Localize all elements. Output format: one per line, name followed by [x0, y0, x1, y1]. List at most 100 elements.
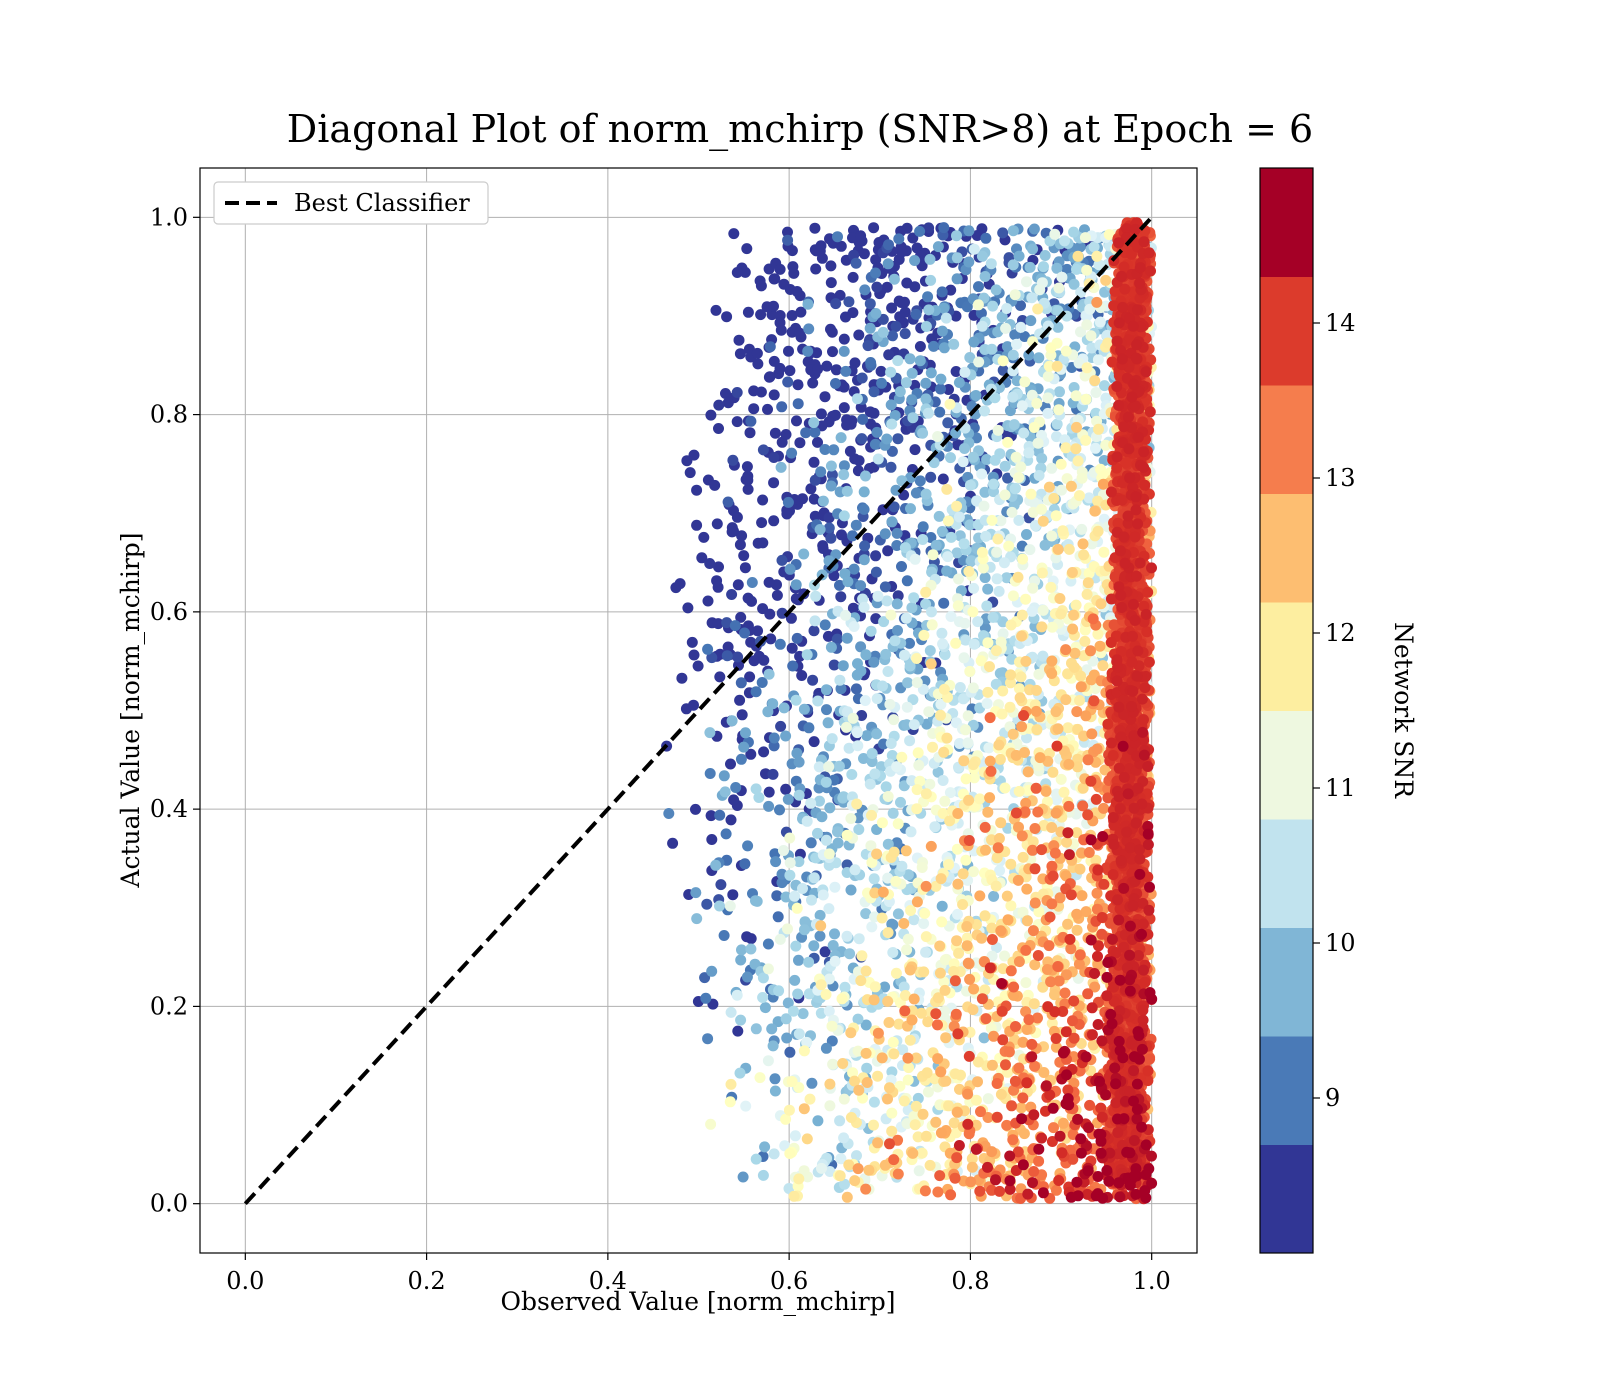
- scatter-point: [906, 1014, 918, 1026]
- scatter-point: [932, 1186, 944, 1198]
- scatter-point: [746, 595, 757, 607]
- scatter-point: [742, 483, 754, 495]
- scatter-point: [698, 531, 710, 543]
- scatter-point: [815, 240, 827, 252]
- scatter-point: [817, 543, 829, 554]
- scatter-point: [780, 783, 792, 795]
- scatter-point: [860, 908, 872, 920]
- scatter-point: [1017, 851, 1029, 863]
- scatter-point: [1055, 458, 1067, 470]
- scatter-point: [1023, 447, 1035, 459]
- scatter-point: [1050, 706, 1062, 718]
- scatter-point: [871, 426, 883, 438]
- scatter-point: [1039, 250, 1051, 261]
- scatter-point: [1002, 472, 1014, 484]
- scatter-point: [1092, 628, 1104, 640]
- scatter-point: [870, 308, 882, 319]
- scatter-point: [688, 699, 699, 711]
- scatter-point: [990, 645, 1002, 657]
- scatter-point: [722, 641, 734, 653]
- scatter-point: [1060, 345, 1072, 357]
- scatter-point: [789, 974, 801, 986]
- scatter-point: [913, 759, 925, 771]
- scatter-point: [986, 1146, 998, 1158]
- scatter-point: [786, 310, 798, 321]
- scatter-point: [767, 768, 779, 780]
- scatter-point: [938, 222, 950, 234]
- scatter-point: [1036, 844, 1048, 856]
- scatter-point: [1036, 567, 1048, 579]
- scatter-point: [990, 284, 1002, 296]
- scatter-point: [1013, 956, 1025, 968]
- scatter-point: [950, 366, 962, 377]
- scatter-point: [780, 891, 792, 903]
- scatter-point: [917, 1108, 929, 1120]
- scatter-point: [877, 313, 889, 325]
- scatter-point: [786, 642, 798, 654]
- scatter-point: [880, 781, 892, 793]
- scatter-point: [835, 683, 847, 695]
- scatter-point: [885, 399, 897, 411]
- scatter-point: [908, 993, 920, 1005]
- scatter-point: [791, 902, 803, 914]
- scatter-point: [935, 698, 947, 710]
- scatter-point: [762, 963, 774, 975]
- scatter-point: [914, 225, 926, 237]
- scatter-point: [1074, 863, 1086, 875]
- scatter-point: [840, 365, 852, 377]
- scatter-point: [719, 786, 731, 798]
- scatter-point: [1057, 1117, 1069, 1129]
- scatter-point: [935, 383, 946, 395]
- scatter-point: [1004, 701, 1016, 713]
- scatter-point: [1060, 694, 1072, 706]
- scatter-point: [991, 1078, 1003, 1089]
- scatter-point: [823, 512, 835, 524]
- scatter-point: [724, 1096, 736, 1108]
- scatter-point: [1090, 442, 1101, 454]
- scatter-point: [864, 322, 876, 334]
- scatter-point: [817, 889, 829, 901]
- scatter-point: [1027, 506, 1039, 518]
- scatter-point: [819, 619, 831, 631]
- scatter-point: [935, 709, 946, 721]
- scatter-point: [953, 573, 964, 585]
- scatter-point: [774, 317, 786, 329]
- scatter-point: [825, 480, 837, 492]
- scatter-point: [797, 1008, 809, 1020]
- scatter-point: [768, 389, 780, 401]
- scatter-point: [952, 908, 963, 920]
- scatter-point: [778, 702, 790, 714]
- scatter-point: [824, 1078, 836, 1090]
- scatter-point: [1013, 785, 1025, 797]
- scatter-point: [866, 921, 878, 933]
- scatter-point: [840, 721, 852, 733]
- scatter-point: [812, 436, 823, 448]
- scatter-point: [1052, 543, 1064, 555]
- scatter-point: [904, 637, 915, 649]
- scatter-point: [1063, 800, 1075, 812]
- scatter-point: [798, 703, 810, 715]
- scatter-point: [977, 562, 989, 574]
- scatter-point: [987, 300, 999, 312]
- scatter-point: [897, 1044, 909, 1056]
- scatter-point: [856, 950, 868, 962]
- scatter-point: [830, 298, 842, 310]
- scatter-point: [769, 848, 781, 860]
- scatter-point: [840, 609, 852, 621]
- scatter-point: [1079, 232, 1091, 244]
- scatter-point: [902, 933, 914, 945]
- scatter-point: [1021, 883, 1033, 895]
- scatter-point: [782, 496, 794, 508]
- scatter-point: [939, 984, 951, 996]
- scatter-point: [794, 327, 806, 339]
- scatter-point: [1002, 436, 1014, 448]
- scatter-point: [932, 1019, 943, 1031]
- scatter-point: [920, 393, 932, 405]
- scatter-point: [742, 840, 754, 852]
- scatter-point: [882, 838, 894, 850]
- scatter-point: [953, 947, 965, 959]
- scatter-point: [1063, 758, 1075, 770]
- scatter-point: [852, 658, 863, 670]
- scatter-point: [890, 321, 902, 332]
- scatter-point: [934, 967, 946, 979]
